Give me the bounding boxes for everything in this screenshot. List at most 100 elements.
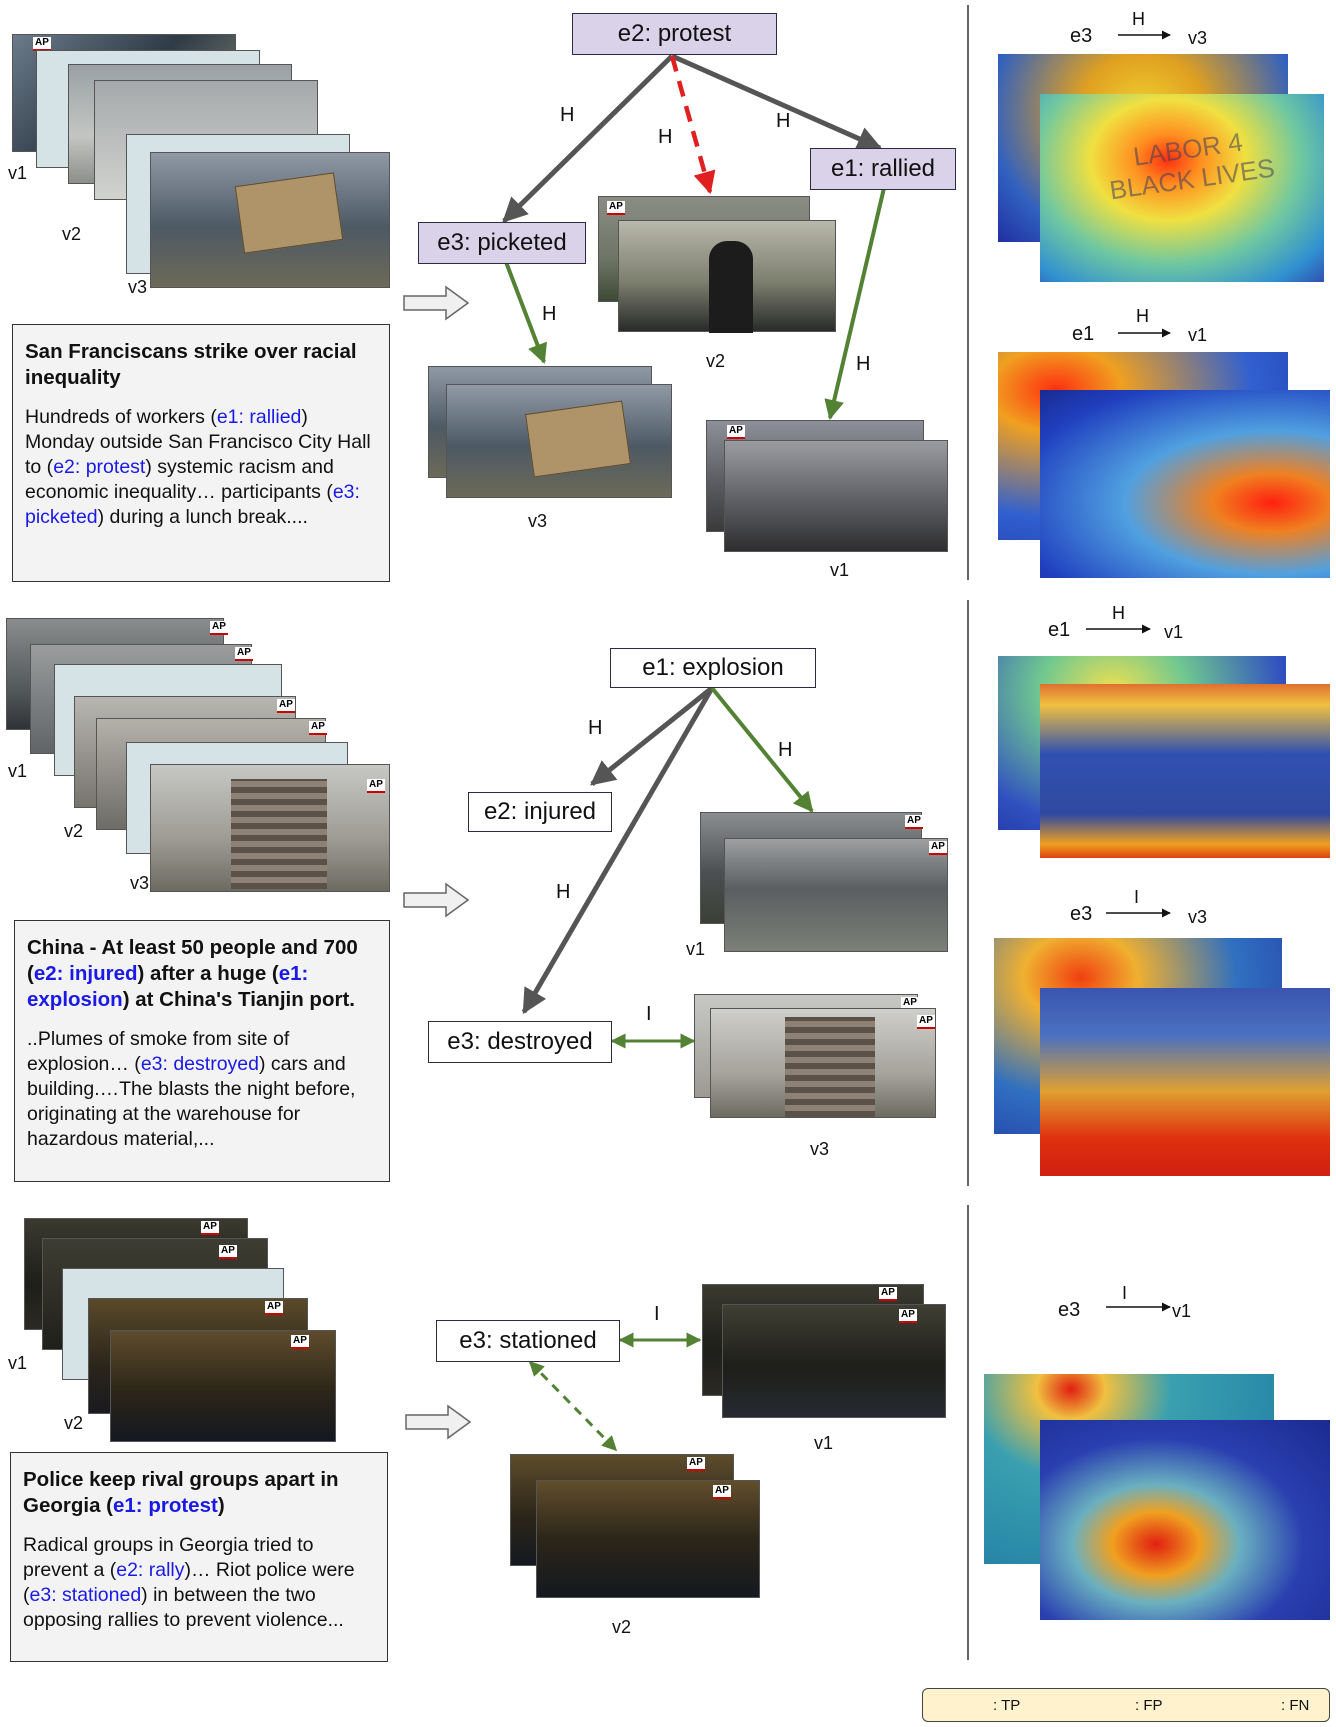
ap-logo: AP	[607, 201, 625, 215]
heatmap-front: LABOR 4 BLACK LIVES	[1040, 94, 1324, 282]
frame-label-v1: v1	[830, 560, 850, 580]
ap-logo: AP	[929, 841, 947, 855]
heatmap-front	[1040, 390, 1330, 578]
heat-rel: H	[1136, 306, 1149, 326]
heatmap-overlay-text: LABOR 4 BLACK LIVES	[1107, 126, 1277, 206]
video-frame-v2-front: AP	[536, 1480, 760, 1598]
text-run: Police keep rival groups apart in Georgi…	[23, 1468, 339, 1517]
event-node-destroyed: e3: destroyed	[428, 1021, 612, 1063]
event-mention: e3: stationed	[29, 1584, 142, 1606]
article-title: San Franciscans strike over racial inequ…	[25, 340, 357, 389]
event-node-explosion: e1: explosion	[610, 648, 816, 688]
ap-logo: AP	[219, 1245, 237, 1259]
heatmap-front	[1040, 684, 1330, 858]
heatmap-front	[1040, 988, 1330, 1176]
text-run: Radical groups in Georgia tried to preve…	[23, 1534, 314, 1581]
video-frame	[150, 152, 390, 288]
ap-logo: AP	[309, 721, 327, 735]
ap-logo: AP	[265, 1301, 283, 1315]
event-mention: e2: rally	[116, 1559, 185, 1581]
edge-label: H	[588, 717, 603, 739]
legend-fn: : FN	[1281, 1697, 1310, 1714]
frame-label-v3: v3	[810, 1139, 830, 1159]
heat-rel: H	[1112, 603, 1125, 623]
event-node-protest: e2: protest	[572, 13, 777, 55]
edge-label: H	[856, 353, 871, 375]
edge-label: I	[654, 1303, 660, 1325]
ap-logo: AP	[905, 815, 923, 829]
frame-label-v1: v1	[686, 939, 706, 959]
frame-label-v3: v3	[528, 511, 548, 531]
text-run: ) systemic racism and economic inequalit…	[25, 456, 334, 503]
text-run: China - At least 50 people and 700 (	[27, 936, 358, 985]
text-run: ) in between the two opposing rallies to…	[23, 1584, 344, 1631]
heat-src: e1	[1048, 619, 1071, 641]
edge-label: H	[560, 104, 575, 126]
edge-explosion-injured	[590, 686, 714, 786]
video-frame-v1-front: AP	[724, 838, 948, 952]
building-image	[785, 1017, 875, 1117]
article-body: Radical groups in Georgia tried to preve…	[23, 1533, 375, 1633]
ap-logo: AP	[727, 425, 745, 439]
video-frame-v1-front	[724, 440, 948, 552]
text-run: )… Riot police were (	[23, 1559, 355, 1606]
text-run: )	[217, 1494, 225, 1517]
ap-logo: AP	[917, 1015, 935, 1029]
article-title: Police keep rival groups apart in Georgi…	[23, 1467, 375, 1519]
text-run: ..Plumes of smoke from site of explosion…	[27, 1028, 290, 1075]
video-frame-v3-front	[446, 384, 672, 498]
video-frame-v2-front	[618, 220, 836, 333]
event-node-rallied: e1: rallied	[810, 148, 956, 190]
article-body: ..Plumes of smoke from site of explosion…	[27, 1027, 377, 1152]
ap-logo: AP	[33, 37, 51, 51]
edge-explosion-v1	[710, 686, 814, 813]
text-run: ) during a lunch break....	[97, 506, 308, 528]
heat-src: e3	[1058, 1299, 1081, 1321]
ap-logo: AP	[277, 699, 295, 713]
text-run: Hundreds of workers (	[25, 406, 217, 428]
video-frame: AP	[150, 764, 390, 892]
ap-logo: AP	[687, 1457, 705, 1471]
heat-rel: I	[1122, 1283, 1128, 1303]
frame-label-v2: v2	[706, 351, 726, 371]
legend-fp: : FP	[1135, 1697, 1163, 1714]
legend-tp: : TP	[993, 1697, 1021, 1714]
video-frame-v1-front: AP	[722, 1304, 946, 1418]
edge-rallied-v1	[824, 187, 886, 420]
event-node-stationed: e3: stationed	[436, 1320, 620, 1362]
event-node-picketed: e3: picketed	[418, 222, 586, 264]
text-run: ) Monday outside San Francisco City Hall…	[25, 406, 371, 478]
video-frame-v3-front: AP	[710, 1008, 936, 1118]
frame-label-v2: v2	[62, 224, 82, 244]
article-body: Hundreds of workers (e1: rallied) Monday…	[25, 405, 377, 530]
event-mention: e3: destroyed	[140, 1053, 259, 1075]
frame-label-v1: v1	[8, 1353, 28, 1373]
edge-protest-picketed	[502, 54, 674, 223]
frame-label-v1: v1	[814, 1433, 834, 1453]
ap-logo: AP	[713, 1485, 731, 1499]
ap-logo: AP	[367, 779, 385, 793]
news-article-3: Police keep rival groups apart in Georgi…	[10, 1452, 388, 1662]
frame-label-v2: v2	[612, 1617, 632, 1637]
heat-dst: v1	[1164, 622, 1184, 642]
heat-src: e1	[1072, 323, 1095, 345]
frame-label-v2: v2	[64, 821, 84, 841]
heat-dst: v3	[1188, 907, 1208, 927]
legend: : TP : FP : FN	[922, 1688, 1330, 1722]
event-node-injured: e2: injured	[468, 792, 612, 832]
person-image	[709, 241, 753, 333]
heat-dst: v3	[1188, 28, 1208, 48]
news-article-1: San Franciscans strike over racial inequ…	[12, 324, 390, 582]
heatmap-front	[1040, 1420, 1330, 1620]
event-mention: e1: protest	[113, 1494, 218, 1517]
edge-label: H	[542, 303, 557, 325]
edge-label: H	[556, 881, 571, 903]
event-mention: e2: protest	[53, 456, 146, 478]
edge-label: H	[658, 126, 673, 148]
frame-label-v2: v2	[64, 1413, 84, 1433]
heat-src: e3	[1070, 903, 1093, 925]
big-arrow-1	[403, 285, 470, 321]
heat-rel: I	[1134, 887, 1140, 907]
edge-picketed-v3	[504, 261, 547, 364]
